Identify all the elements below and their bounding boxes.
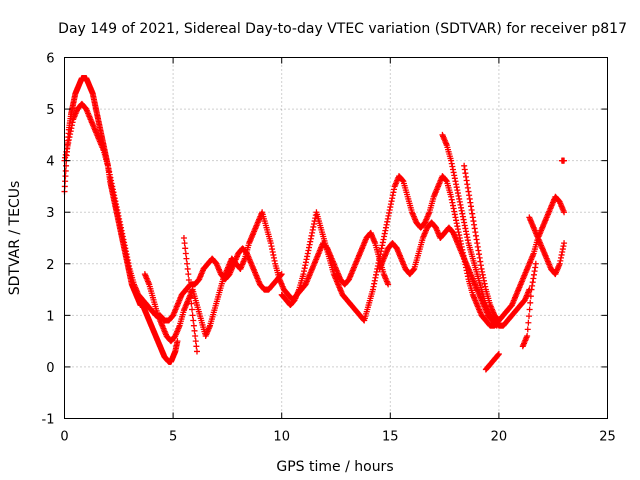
x-tick-label: 15 — [382, 430, 399, 445]
data-point — [527, 299, 534, 306]
data-point — [524, 326, 531, 333]
data-point — [385, 281, 392, 288]
series-track-d — [278, 173, 502, 329]
data-point — [192, 338, 199, 345]
grid-layer — [64, 57, 608, 419]
data-point — [181, 240, 188, 247]
x-tick-label: 20 — [491, 430, 508, 445]
x-tick-label: 10 — [273, 430, 290, 445]
data-point — [532, 260, 539, 267]
series-track-h — [526, 214, 568, 278]
y-tick-label: 6 — [46, 52, 54, 67]
y-tick-label: -1 — [42, 413, 55, 428]
data-point — [185, 276, 192, 283]
data-point — [180, 235, 187, 241]
data-point — [184, 265, 191, 272]
y-axis-label: SDTVAR / TECUs — [7, 181, 23, 296]
x-axis-label: GPS time / hours — [276, 459, 393, 475]
x-tick-label: 25 — [599, 430, 616, 445]
data-point — [278, 271, 285, 278]
ticks-layer: 0 5 10 15 20 25 -1 0 1 2 3 4 5 6 — [42, 52, 616, 445]
y-tick-label: 3 — [46, 206, 54, 221]
x-tick-label: 5 — [169, 430, 177, 445]
data-point — [527, 293, 534, 300]
series-track-k — [558, 157, 568, 164]
data-point — [184, 260, 191, 267]
data-point — [189, 306, 196, 313]
series-track-i — [482, 351, 502, 373]
x-tick-label: 0 — [60, 430, 68, 445]
data-point — [190, 322, 197, 329]
series-track-f — [439, 131, 533, 329]
points-layer — [61, 75, 568, 373]
data-point — [62, 178, 69, 185]
data-point — [182, 245, 189, 252]
data-point — [561, 157, 568, 164]
data-point — [561, 240, 568, 247]
data-point — [526, 306, 533, 313]
data-point — [193, 343, 200, 350]
y-tick-label: 2 — [46, 258, 54, 273]
y-tick-label: 5 — [46, 103, 54, 118]
data-point — [192, 332, 199, 339]
data-point — [525, 313, 532, 320]
data-point — [187, 288, 194, 295]
chart-title: Day 149 of 2021, Sidereal Day-to-day VTE… — [58, 21, 627, 37]
data-point — [561, 209, 568, 216]
y-tick-label: 1 — [46, 309, 54, 324]
data-point — [174, 338, 181, 345]
data-point — [182, 250, 189, 257]
data-point — [188, 300, 195, 307]
data-point — [189, 312, 196, 319]
data-point — [190, 317, 197, 324]
data-point — [185, 271, 192, 278]
data-point — [524, 332, 531, 339]
series-track-c — [141, 209, 392, 345]
data-point — [183, 255, 190, 262]
y-tick-label: 0 — [46, 361, 54, 376]
series-track-j — [519, 260, 539, 350]
data-point — [191, 327, 198, 334]
data-point — [495, 351, 502, 358]
series-track-l — [180, 235, 200, 355]
y-tick-label: 4 — [46, 155, 54, 170]
data-point — [62, 167, 69, 174]
plot-frame — [64, 57, 608, 419]
data-point — [186, 282, 193, 289]
data-point — [525, 319, 532, 326]
data-point — [63, 162, 70, 169]
data-point — [193, 348, 200, 355]
data-point — [62, 173, 69, 180]
data-point — [187, 294, 194, 301]
